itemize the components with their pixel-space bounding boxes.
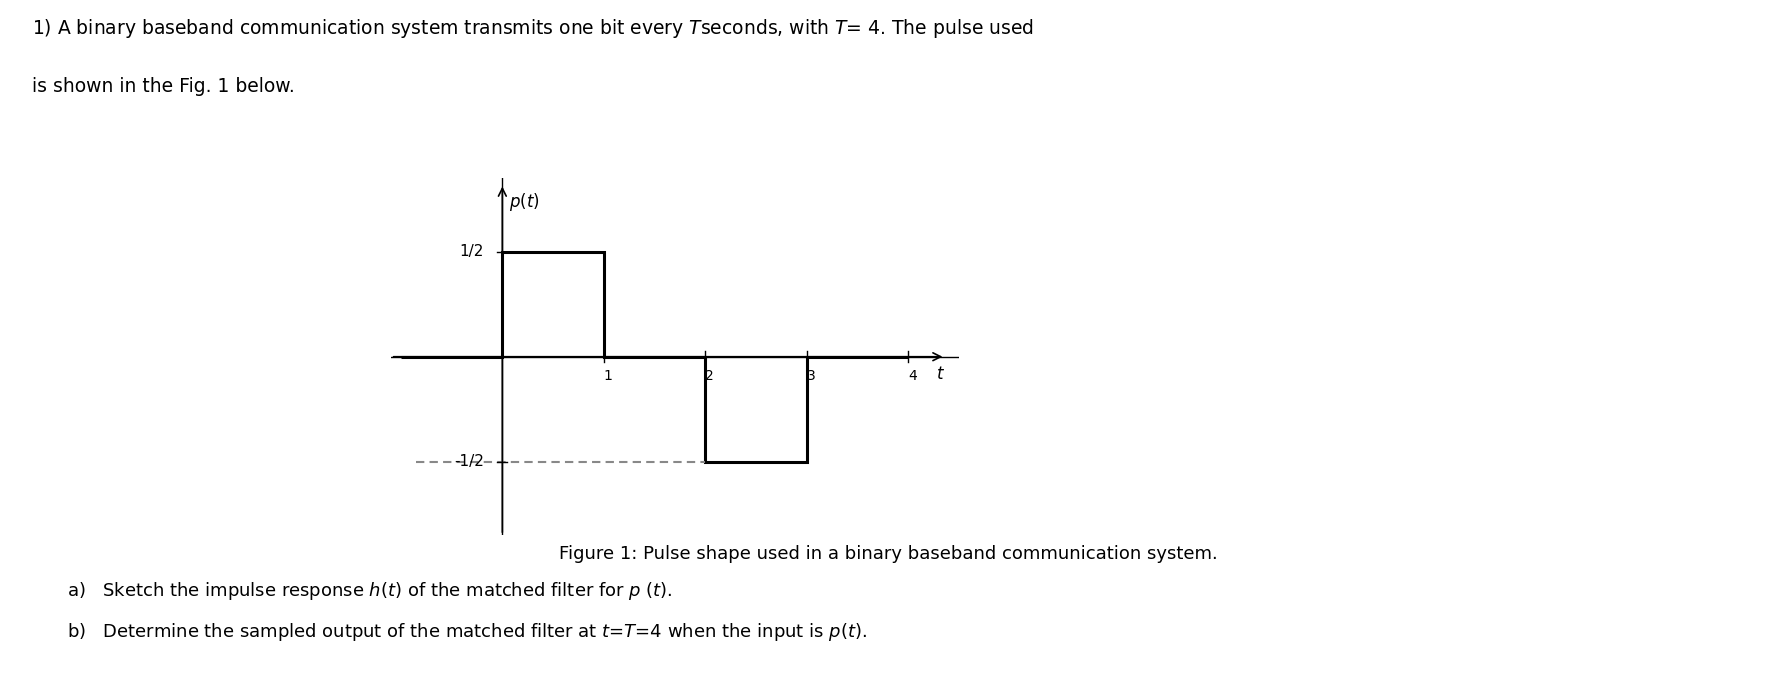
Text: $p(t)$: $p(t)$	[510, 191, 540, 213]
Text: 2: 2	[705, 369, 714, 383]
Text: 3: 3	[806, 369, 815, 383]
Text: 1/2: 1/2	[460, 244, 485, 259]
Text: is shown in the Fig. 1 below.: is shown in the Fig. 1 below.	[32, 77, 295, 96]
Text: 1: 1	[604, 369, 613, 383]
Text: -1/2: -1/2	[455, 454, 485, 469]
Text: 4: 4	[908, 369, 916, 383]
Text: Figure 1: Pulse shape used in a binary baseband communication system.: Figure 1: Pulse shape used in a binary b…	[559, 545, 1217, 563]
Text: $t$: $t$	[936, 365, 945, 383]
Text: 1) A binary baseband communication system transmits one bit every $T$seconds, wi: 1) A binary baseband communication syste…	[32, 17, 1034, 40]
Text: a)   Sketch the impulse response $h(t)$ of the matched filter for $p$ $(t)$.: a) Sketch the impulse response $h(t)$ of…	[67, 580, 673, 602]
Text: b)   Determine the sampled output of the matched filter at $t$=$T$=4 when the in: b) Determine the sampled output of the m…	[67, 621, 867, 643]
